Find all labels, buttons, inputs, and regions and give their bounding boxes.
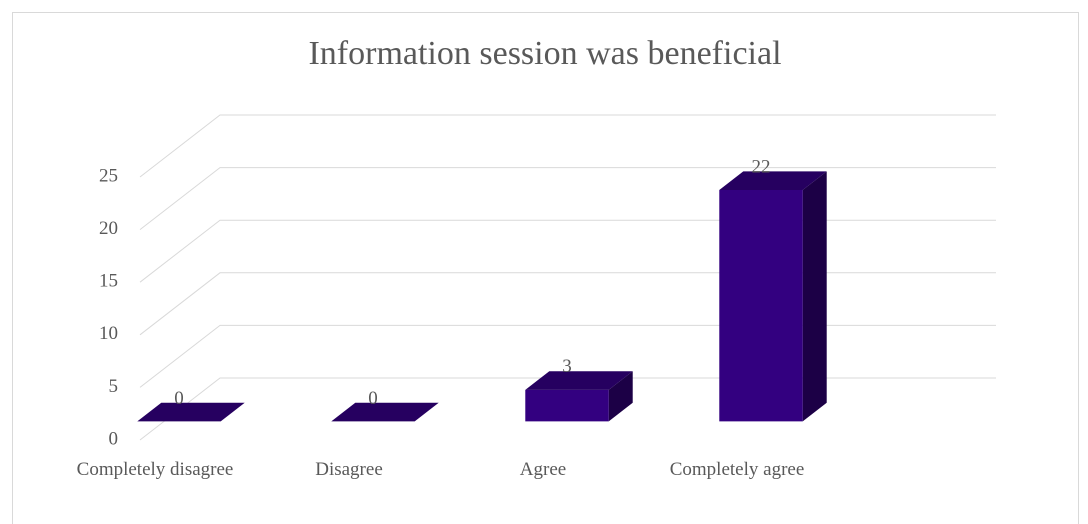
bar <box>525 371 633 422</box>
x-tick-label: Disagree <box>315 459 383 480</box>
bar-top <box>719 171 827 190</box>
bar-front <box>525 389 609 422</box>
bar-top <box>331 402 439 422</box>
x-tick-label: Completely disagree <box>76 459 234 480</box>
grid-line <box>139 114 996 178</box>
chart-frame <box>12 12 1079 524</box>
bar-side <box>802 171 827 422</box>
grid-line <box>139 167 996 230</box>
bar <box>137 402 245 422</box>
y-tick-label: 15 <box>99 271 118 292</box>
bar-front <box>719 189 803 422</box>
x-tick-label: Agree <box>519 459 567 480</box>
y-tick-label: 0 <box>109 428 119 449</box>
bar-top <box>525 371 633 390</box>
y-tick-label: 10 <box>99 323 118 344</box>
bar <box>719 171 827 422</box>
data-label: 22 <box>752 156 771 177</box>
bar <box>331 402 439 422</box>
data-label: 0 <box>174 388 184 409</box>
bar-top <box>137 402 245 422</box>
y-tick-label: 20 <box>99 218 118 239</box>
y-tick-label: 5 <box>109 376 119 397</box>
chart-title: Information session was beneficial <box>308 35 781 72</box>
y-tick-label: 25 <box>99 165 118 186</box>
x-tick-label: Completely agree <box>669 459 805 480</box>
data-label: 0 <box>368 388 378 409</box>
data-label: 3 <box>562 356 572 377</box>
bar-side <box>608 371 633 422</box>
